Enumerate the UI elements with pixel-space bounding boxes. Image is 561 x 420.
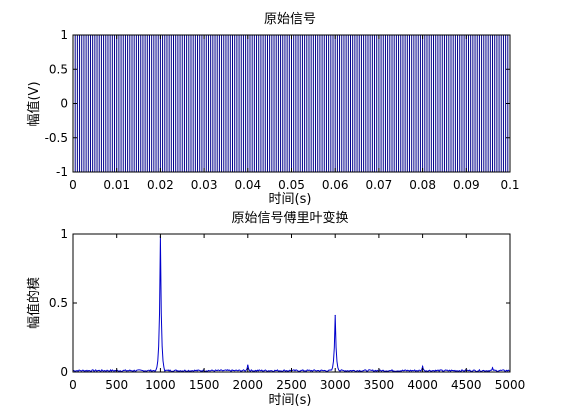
bottom-x-tick-label: 4000 xyxy=(407,378,438,392)
bottom-x-axis: 0 500 1000 1500 2000 2500 3000 3500 4000 4500 5000 xyxy=(69,234,525,392)
top-x-tick-label: 0.05 xyxy=(278,178,305,192)
bottom-x-tick-label: 3500 xyxy=(364,378,395,392)
top-x-tick-label: 0.08 xyxy=(409,178,436,192)
top-x-axis: 0 0.01 0.02 0.03 0.04 0.05 0.06 0.07 0.08 0.09 0.1 xyxy=(69,35,520,192)
top-x-axis-label: 时间(s) xyxy=(269,192,312,207)
top-x-tick-label: 0.07 xyxy=(366,178,393,192)
bottom-x-tick-label: 5000 xyxy=(495,378,526,392)
bottom-x-tick-label: 1000 xyxy=(145,378,176,392)
bottom-x-tick-label: 1500 xyxy=(189,378,220,392)
bottom-x-tick-label: 0 xyxy=(69,378,77,392)
bottom-y-axis: 00.51 xyxy=(49,227,510,379)
top-x-tick-label: 0 xyxy=(69,178,77,192)
top-x-tick-label: 0.04 xyxy=(234,178,261,192)
bottom-x-tick-label: 500 xyxy=(105,378,128,392)
fft-peak-point xyxy=(422,365,424,368)
top-y-tick-label: 1 xyxy=(60,28,68,42)
top-x-tick-label: 0.06 xyxy=(322,178,349,192)
bottom-y-tick-label: 0.5 xyxy=(49,296,68,310)
top-x-tick-label: 0.1 xyxy=(500,178,519,192)
bottom-x-tick-label: 4500 xyxy=(451,378,482,392)
bottom-x-tick-label: 2000 xyxy=(233,378,264,392)
top-y-tick-label: -0.5 xyxy=(45,131,68,145)
top-chart-title: 原始信号 xyxy=(264,12,316,27)
bottom-x-axis-label: 时间(s) xyxy=(269,393,312,408)
fft-peak-point xyxy=(247,364,249,366)
fft-peak-point xyxy=(491,367,494,369)
fft-peak-point xyxy=(334,314,336,317)
bottom-chart-title: 原始信号傅里叶变换 xyxy=(231,210,348,226)
top-x-tick-label: 0.01 xyxy=(103,178,130,192)
top-y-tick-label: 0.5 xyxy=(49,62,68,76)
top-y-axis-label: 幅值(V) xyxy=(26,81,42,126)
top-x-tick-label: 0.09 xyxy=(453,178,480,192)
top-signal-series xyxy=(72,35,511,172)
bottom-x-tick-label: 2500 xyxy=(276,378,307,392)
bottom-plot-area xyxy=(73,234,510,372)
top-y-tick-label: 0 xyxy=(60,97,68,111)
top-x-tick-label: 0.03 xyxy=(191,178,218,192)
top-y-tick-label: -1 xyxy=(56,165,68,179)
bottom-x-tick-label: 3000 xyxy=(320,378,351,392)
bottom-y-tick-label: 0 xyxy=(60,365,68,379)
bottom-y-axis-label: 幅值的模 xyxy=(26,277,42,329)
top-x-tick-label: 0.02 xyxy=(147,178,174,192)
bottom-y-tick-label: 1 xyxy=(60,227,68,241)
top-y-axis: -1 -0.5 0 0.5 1 xyxy=(45,28,510,179)
